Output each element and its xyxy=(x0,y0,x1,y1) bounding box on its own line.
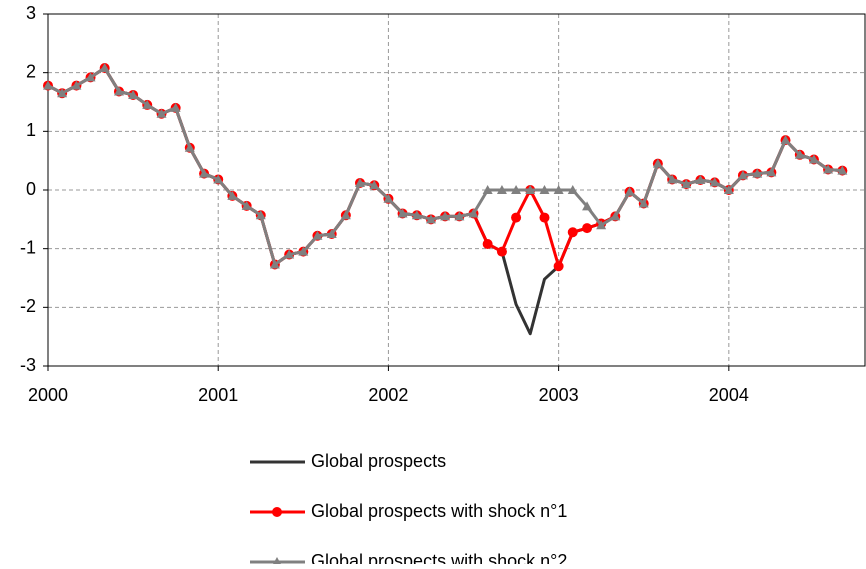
data-point xyxy=(638,198,649,208)
data-point xyxy=(99,62,110,72)
data-point xyxy=(383,193,394,203)
data-point xyxy=(496,185,507,194)
series-line xyxy=(47,66,843,336)
data-point xyxy=(227,190,238,200)
x-tick-label: 2004 xyxy=(709,385,749,405)
data-point xyxy=(482,238,493,249)
data-point xyxy=(397,208,408,218)
data-point xyxy=(468,208,479,218)
legend-marker xyxy=(272,507,282,517)
data-point xyxy=(525,185,536,194)
data-point xyxy=(128,89,139,99)
data-point xyxy=(482,185,493,194)
series-line xyxy=(47,66,843,268)
data-point xyxy=(567,185,578,194)
data-point xyxy=(298,246,309,256)
data-point xyxy=(354,177,365,187)
y-tick-label: -1 xyxy=(20,237,36,257)
data-point xyxy=(539,212,550,223)
data-point xyxy=(766,167,777,177)
data-point xyxy=(709,177,720,187)
x-tick-label: 2003 xyxy=(539,385,579,405)
y-tick-label: 3 xyxy=(26,3,36,23)
plot-frame xyxy=(47,13,866,367)
series-line xyxy=(47,66,843,267)
data-point xyxy=(624,186,635,196)
data-point xyxy=(780,135,791,145)
y-tick-label: 0 xyxy=(26,179,36,199)
data-point xyxy=(369,180,380,190)
data-point xyxy=(596,220,607,230)
data-point xyxy=(71,80,82,90)
x-tick-label: 2000 xyxy=(28,385,68,405)
x-tick-label: 2001 xyxy=(198,385,238,405)
y-tick-label: 2 xyxy=(26,61,36,81)
data-point xyxy=(496,246,507,257)
legend-label: Global prospects with shock n°1 xyxy=(311,501,567,521)
data-point xyxy=(808,154,819,164)
data-point xyxy=(567,227,578,238)
data-point xyxy=(837,165,848,175)
y-tick-label: 1 xyxy=(26,120,36,140)
legend-label: Global prospects xyxy=(311,451,446,471)
data-point xyxy=(213,174,224,184)
data-point xyxy=(184,142,195,152)
data-point xyxy=(269,259,280,269)
data-point xyxy=(411,210,422,220)
data-point xyxy=(723,185,734,194)
data-point xyxy=(582,223,593,234)
data-point xyxy=(113,86,124,96)
data-point xyxy=(652,158,663,168)
data-point xyxy=(199,168,210,178)
data-point xyxy=(284,249,295,259)
data-point xyxy=(553,185,564,194)
data-point xyxy=(667,174,678,184)
data-point xyxy=(255,210,266,220)
data-point xyxy=(241,200,252,210)
data-point xyxy=(737,170,748,180)
data-point xyxy=(681,179,692,189)
data-point xyxy=(340,210,351,220)
data-point xyxy=(326,229,337,238)
data-point xyxy=(553,261,564,272)
data-point xyxy=(794,149,805,159)
data-point xyxy=(511,185,522,194)
data-point xyxy=(752,168,763,178)
y-tick-label: -2 xyxy=(20,296,36,316)
data-point xyxy=(170,102,181,112)
legend-label: Global prospects with shock n°2 xyxy=(311,551,567,564)
data-point xyxy=(582,201,593,211)
data-point xyxy=(142,99,153,109)
data-point xyxy=(539,185,550,194)
data-point xyxy=(43,80,53,90)
data-point xyxy=(610,211,621,221)
data-point xyxy=(85,72,96,82)
y-tick-label: -3 xyxy=(20,355,36,375)
data-point xyxy=(511,212,522,223)
x-tick-label: 2002 xyxy=(368,385,408,405)
data-point xyxy=(156,108,167,118)
data-point xyxy=(695,175,706,185)
data-point xyxy=(57,88,68,98)
data-point xyxy=(823,164,834,174)
data-point xyxy=(440,211,451,221)
data-point xyxy=(425,214,436,224)
data-point xyxy=(454,211,465,221)
data-point xyxy=(312,230,323,240)
